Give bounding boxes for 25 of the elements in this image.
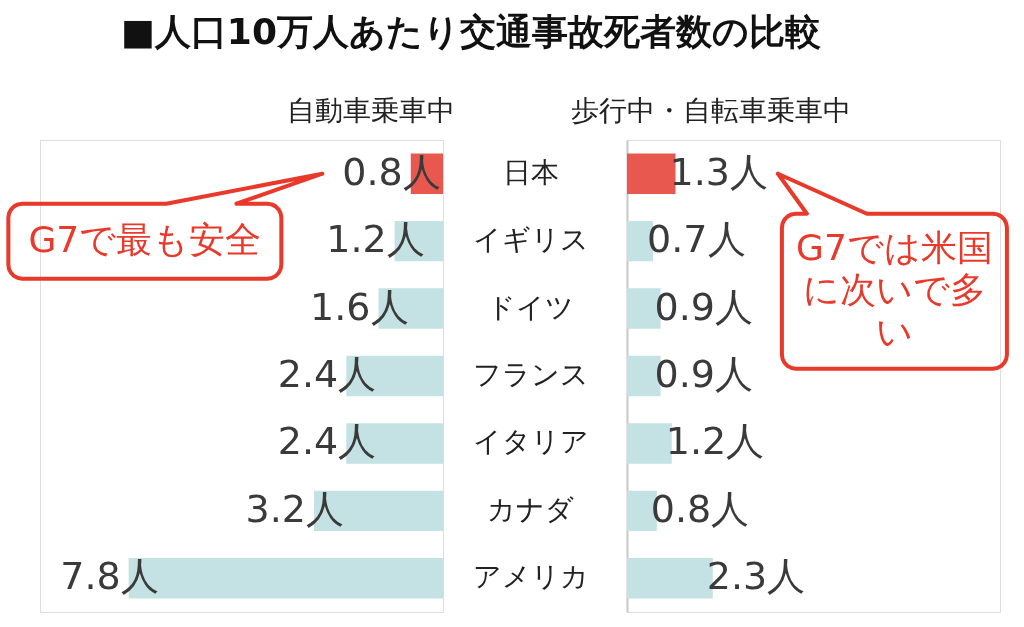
data-label: 1.6人 bbox=[310, 284, 409, 329]
data-label: 0.8人 bbox=[650, 486, 750, 531]
annotation: G7で最も安全 bbox=[28, 219, 262, 261]
y-tick-label: 日本 bbox=[502, 155, 559, 189]
x-axis-title: 自動車乗車中 bbox=[286, 93, 455, 127]
data-label: 3.2人 bbox=[245, 486, 345, 531]
data-label: 7.8人 bbox=[60, 554, 159, 599]
y-tick-label: ドイツ bbox=[487, 290, 574, 324]
data-label: 2.4人 bbox=[277, 352, 377, 396]
y-tick-label: イタリア bbox=[472, 425, 589, 459]
y-tick-label: フランス bbox=[472, 358, 589, 391]
data-label: 1.2人 bbox=[665, 419, 765, 464]
bar bbox=[627, 423, 672, 464]
data-label: 0.9人 bbox=[654, 284, 754, 329]
data-label: 2.4人 bbox=[277, 419, 377, 464]
chart-title: ■人口10万人あたり交通事故死者数の比較 bbox=[120, 10, 821, 52]
data-label: 0.9人 bbox=[654, 352, 754, 396]
annotation: G7では米国に次いで多い bbox=[796, 227, 993, 353]
y-tick-label: イギリス bbox=[472, 223, 589, 257]
data-label: 0.7人 bbox=[647, 217, 746, 262]
data-label: 2.3人 bbox=[706, 554, 806, 599]
y-tick-label: アメリカ bbox=[472, 560, 589, 594]
data-label: 1.2人 bbox=[326, 217, 425, 262]
y-tick-label: カナダ bbox=[487, 492, 574, 526]
x-axis-title: 歩行中・自転車乗車中 bbox=[570, 93, 851, 127]
